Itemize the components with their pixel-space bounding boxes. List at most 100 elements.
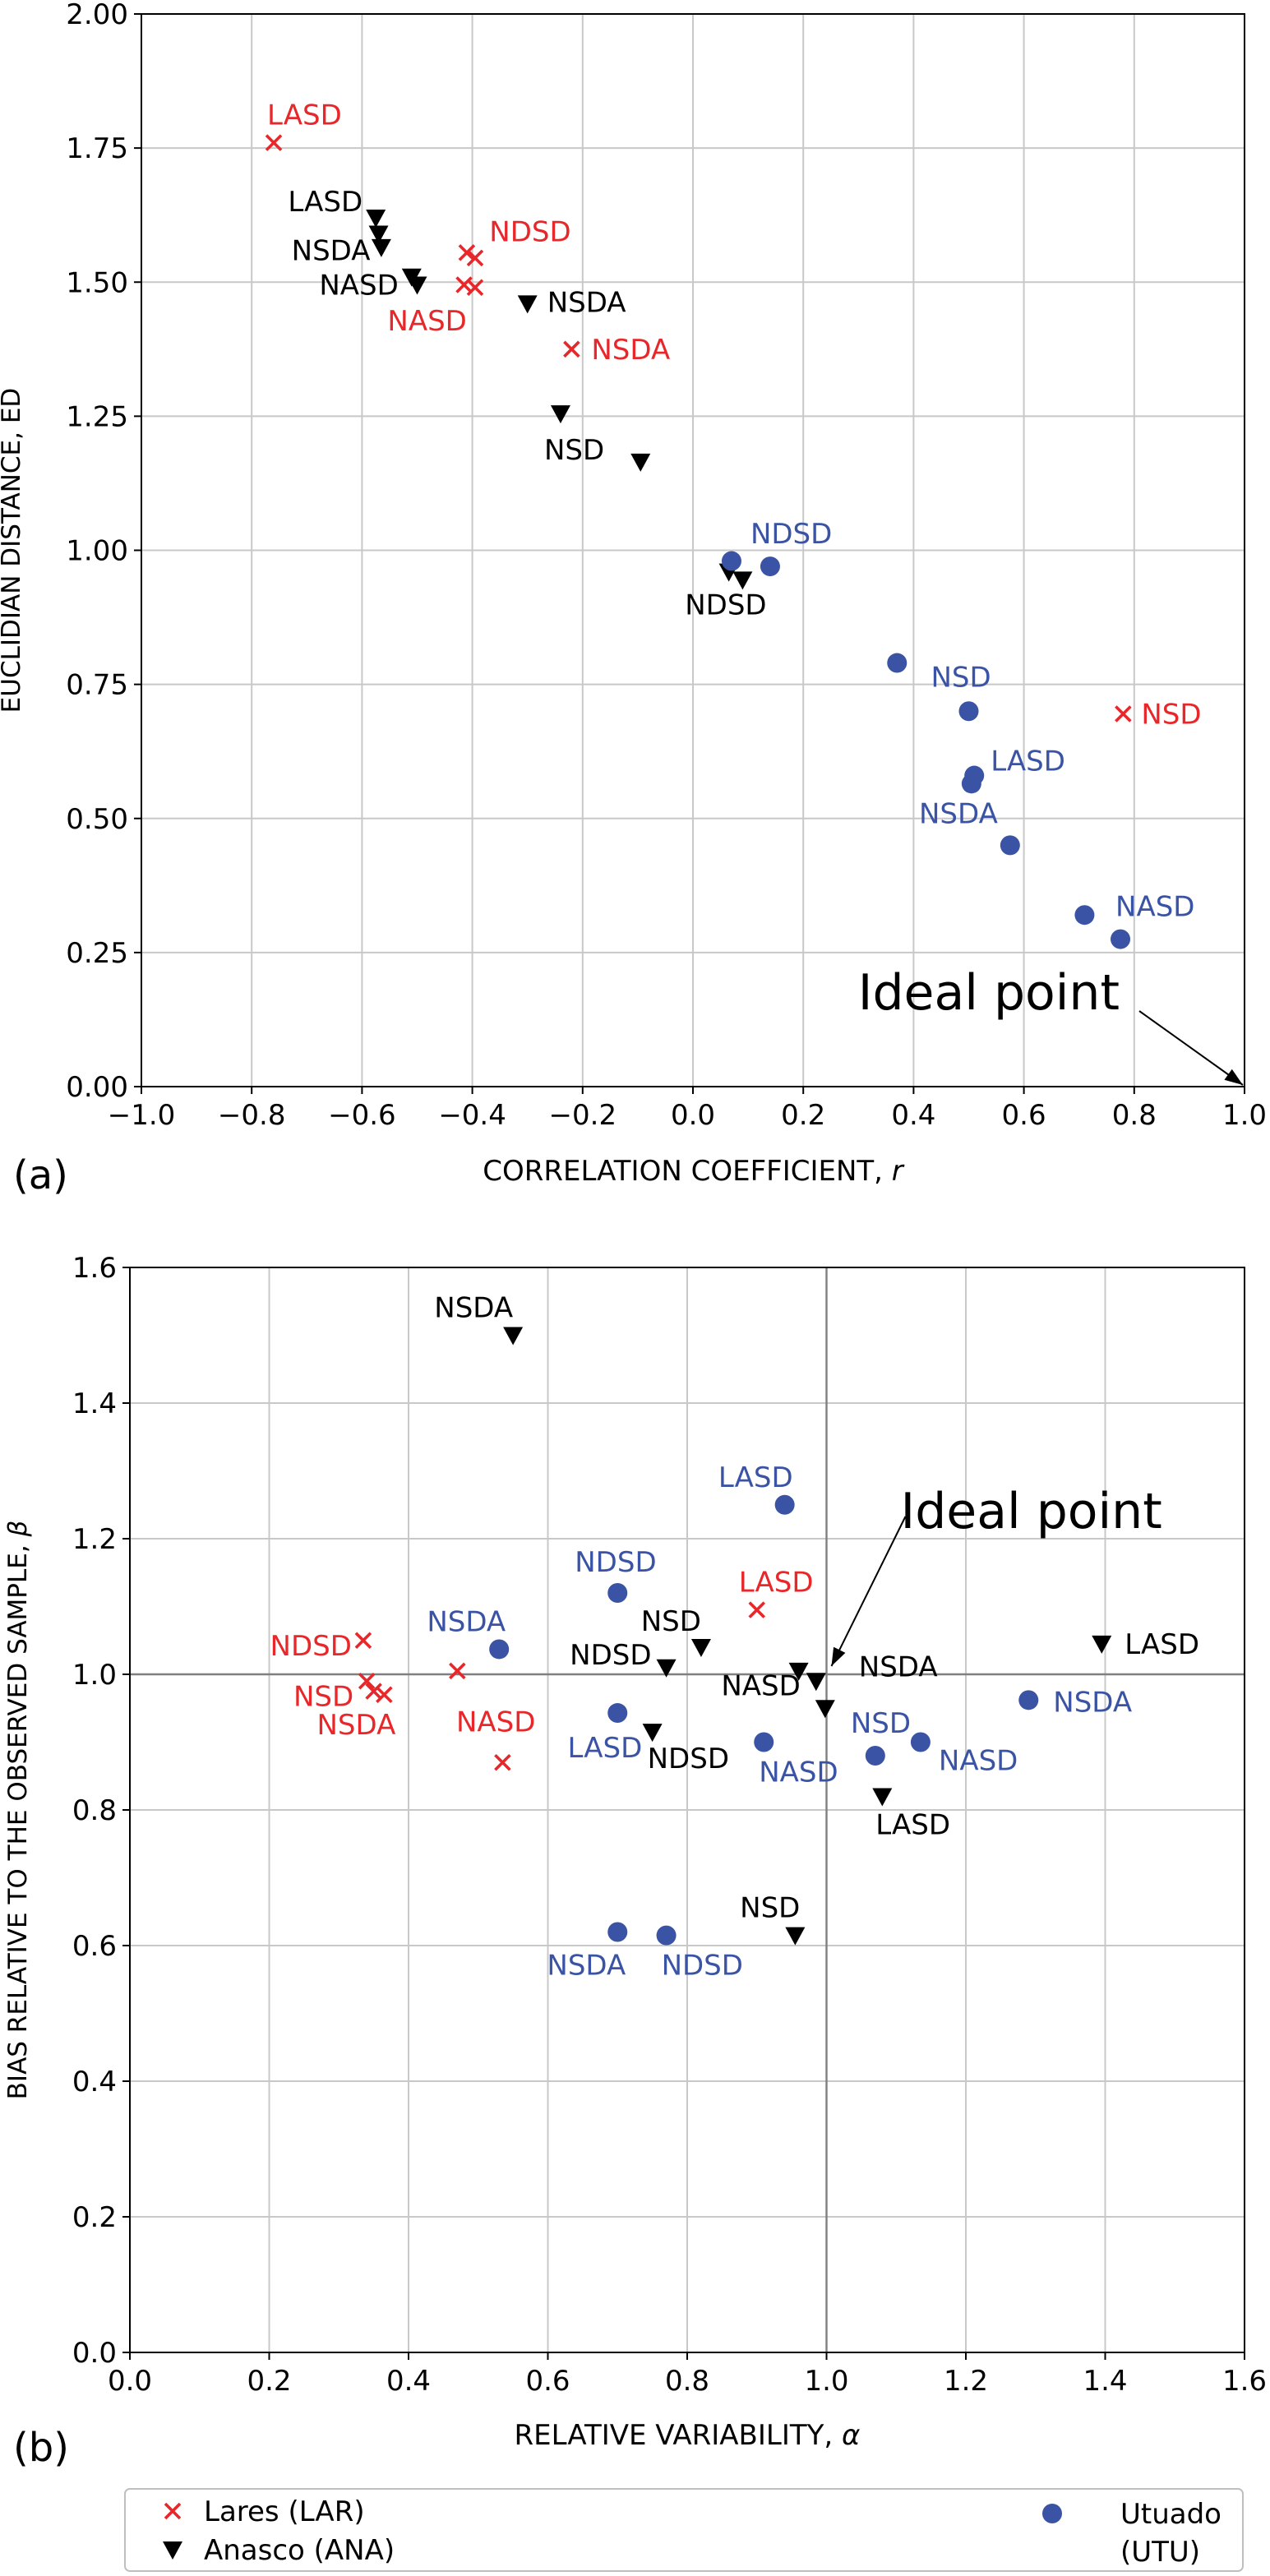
- x-tick-label: −1.0: [108, 1099, 176, 1132]
- x-axis-symbol: α: [842, 2419, 860, 2452]
- x-tick-label: 1.0: [804, 2365, 848, 2398]
- x-tick-label: 0.8: [665, 2365, 709, 2398]
- data-point-anasco: [550, 405, 570, 424]
- data-point-anasco: [407, 276, 427, 295]
- data-point-lares: [563, 340, 580, 358]
- point-annotation-utuado: NASD: [1115, 891, 1194, 924]
- y-tick-label: 0.4: [72, 2066, 117, 2098]
- data-point-utuado: [1000, 835, 1020, 856]
- data-point-lares: [449, 1662, 466, 1680]
- ideal-point-label: Ideal point: [901, 1483, 1162, 1540]
- legend-marker-anasco: [163, 2541, 182, 2560]
- data-point-utuado: [607, 1922, 628, 1942]
- point-annotation-anasco: NSDA: [292, 235, 371, 268]
- x-tick-label: 1.6: [1222, 2365, 1267, 2398]
- point-annotation-lares: LASD: [739, 1567, 814, 1600]
- legend-item-anasco: Anasco (ANA): [163, 2534, 395, 2567]
- point-annotation-lares: NSDA: [591, 334, 670, 367]
- data-point-anasco: [366, 209, 386, 228]
- legend-label: Lares (LAR): [204, 2495, 365, 2528]
- data-point-lares: [748, 1601, 766, 1618]
- data-point-utuado: [887, 653, 907, 673]
- x-tick-label: 0.0: [108, 2365, 152, 2398]
- y-axis-label-text: BIAS RELATIVE TO THE OBSERVED SAMPLE,: [3, 1536, 33, 2099]
- point-annotation-utuado: LASD: [568, 1732, 643, 1765]
- x-tick-label: 0.8: [1112, 1099, 1157, 1132]
- x-axis-label: RELATIVE VARIABILITY, α: [515, 2419, 861, 2452]
- data-point-lares: [358, 1672, 376, 1690]
- data-point-utuado: [774, 1494, 795, 1515]
- point-annotation-lares: NASD: [387, 305, 466, 338]
- point-annotation-lares: NDSD: [489, 215, 570, 248]
- data-point-utuado: [1018, 1690, 1039, 1710]
- data-point-utuado: [865, 1746, 885, 1766]
- y-tick-label: 0.8: [72, 1794, 117, 1827]
- data-point-utuado: [760, 556, 780, 577]
- data-point-anasco: [656, 1659, 677, 1678]
- data-point-anasco: [872, 1788, 893, 1807]
- ideal-point-arrowhead: [1224, 1069, 1243, 1085]
- data-point-lares: [466, 279, 484, 297]
- data-point-anasco: [815, 1700, 835, 1719]
- y-tick-label: 1.6: [72, 1252, 117, 1285]
- point-annotation-utuado: NSD: [851, 1707, 911, 1740]
- y-tick-label: 0.2: [72, 2201, 117, 2234]
- x-tick-label: −0.2: [549, 1099, 617, 1132]
- y-tick-label: 1.50: [66, 266, 128, 299]
- x-axis-label-text: CORRELATION COEFFICIENT,: [483, 1155, 892, 1188]
- y-axis-label: BIAS RELATIVE TO THE OBSERVED SAMPLE, β: [3, 1521, 33, 2100]
- legend-item-lares: Lares (LAR): [164, 2495, 365, 2528]
- point-annotation-anasco: NSDA: [859, 1650, 938, 1683]
- x-tick-label: 0.4: [891, 1099, 935, 1132]
- data-point-anasco: [806, 1673, 826, 1692]
- data-point-anasco: [732, 571, 753, 590]
- y-tick-label: 0.0: [72, 2337, 117, 2370]
- point-annotation-utuado: NDSD: [750, 518, 832, 551]
- panel-label: (a): [13, 1152, 68, 1198]
- point-annotation-utuado: NASD: [759, 1757, 838, 1789]
- x-tick-label: 1.0: [1222, 1099, 1267, 1132]
- point-annotation-lares: NDSD: [270, 1630, 352, 1663]
- data-point-anasco: [1092, 1635, 1112, 1654]
- data-point-lares: [1115, 705, 1132, 722]
- ideal-point-arrow-line: [1138, 1010, 1244, 1086]
- y-tick-label: 2.00: [66, 0, 128, 31]
- point-annotation-utuado: NSDA: [547, 1950, 626, 1983]
- x-axis-label: CORRELATION COEFFICIENT, r: [483, 1155, 905, 1188]
- y-tick-label: 0.6: [72, 1930, 117, 1963]
- cross-marker-icon: [164, 2502, 182, 2520]
- point-annotation-anasco: NDSD: [648, 1743, 729, 1775]
- ideal-point-arrow-line: [830, 1516, 907, 1667]
- y-tick-label: 1.75: [66, 132, 128, 165]
- data-point-utuado: [721, 551, 741, 571]
- data-point-anasco: [517, 295, 538, 314]
- data-point-anasco: [371, 238, 391, 257]
- data-point-utuado: [607, 1583, 628, 1603]
- ideal-point-label: Ideal point: [858, 964, 1120, 1022]
- data-point-lares: [365, 1683, 382, 1700]
- data-point-utuado: [489, 1639, 510, 1660]
- y-tick-label: 0.50: [66, 803, 128, 836]
- triangle-marker-icon: [163, 2541, 182, 2560]
- data-point-anasco: [630, 453, 651, 472]
- point-annotation-utuado: NSDA: [427, 1605, 506, 1638]
- point-annotation-utuado: NASD: [939, 1745, 1018, 1778]
- data-point-lares: [458, 244, 476, 261]
- data-point-utuado: [910, 1732, 931, 1752]
- x-tick-label: −0.4: [438, 1099, 506, 1132]
- point-annotation-lares: LASD: [267, 99, 342, 132]
- data-point-utuado: [958, 701, 979, 722]
- x-tick-label: 1.4: [1083, 2365, 1127, 2398]
- x-axis-label-text: RELATIVE VARIABILITY,: [515, 2419, 843, 2452]
- data-point-anasco: [788, 1662, 809, 1681]
- point-annotation-utuado: NDSD: [575, 1546, 656, 1579]
- data-point-lares: [265, 134, 283, 151]
- y-tick-label: 1.25: [66, 400, 128, 433]
- x-tick-label: 0.0: [671, 1099, 715, 1132]
- data-point-anasco: [503, 1327, 524, 1346]
- legend-label: Anasco (ANA): [204, 2534, 395, 2567]
- legend-item-utuado: Utuado (UTU): [1042, 2498, 1222, 2569]
- legend-marker-utuado: [1042, 2504, 1062, 2523]
- x-tick-label: 0.4: [386, 2365, 431, 2398]
- y-axis-label: EUCLIDIAN DISTANCE, ED: [0, 388, 26, 713]
